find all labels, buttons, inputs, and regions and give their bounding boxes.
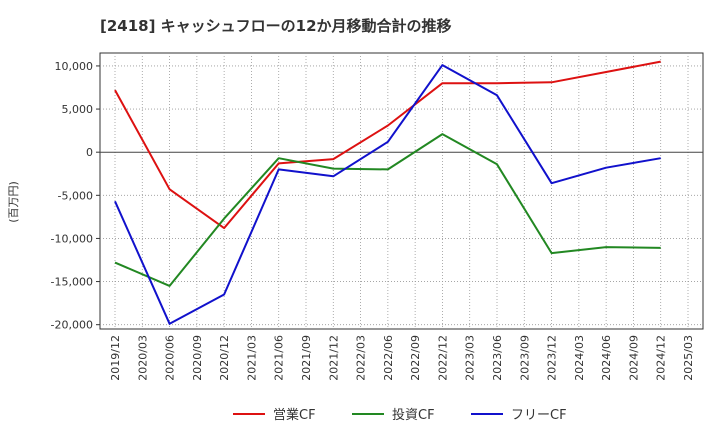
chart-title: [2418] キャッシュフローの12か月移動合計の推移 xyxy=(100,17,452,35)
x-tick-label: 2025/03 xyxy=(682,335,695,381)
x-tick-label: 2021/12 xyxy=(327,335,340,381)
x-tick-label: 2020/09 xyxy=(191,335,204,381)
x-tick-label: 2020/03 xyxy=(136,335,149,381)
y-tick-label: -10,000 xyxy=(51,232,93,245)
x-tick-label: 2020/12 xyxy=(218,335,231,381)
x-tick-label: 2023/03 xyxy=(464,335,477,381)
x-tick-label: 2024/03 xyxy=(573,335,586,381)
x-tick-label: 2023/06 xyxy=(491,335,504,381)
x-tick-label: 2022/06 xyxy=(382,335,395,381)
axis-layer: 2019/12 2020/03 2020/06 2020/09 2020/12 2021/… xyxy=(51,60,695,381)
x-tick-label: 2023/12 xyxy=(546,335,559,381)
x-tick-label: 2024/12 xyxy=(655,335,668,381)
y-tick-label: 0 xyxy=(86,146,93,159)
legend-label-0: 営業CF xyxy=(273,407,316,423)
series-layer xyxy=(114,60,661,325)
legend-label-1: 投資CF xyxy=(392,407,435,423)
x-tick-label: 2024/06 xyxy=(600,335,613,381)
x-tick-label: 2021/03 xyxy=(245,335,258,381)
series-line-2 xyxy=(114,64,661,325)
series-line-1 xyxy=(114,133,661,287)
x-tick-label: 2022/12 xyxy=(436,335,449,381)
y-axis-label: (百万円) xyxy=(7,181,20,223)
y-tick-label: -20,000 xyxy=(51,319,93,332)
y-tick-label: -15,000 xyxy=(51,276,93,289)
x-tick-label: 2021/09 xyxy=(300,335,313,381)
x-tick-label: 2020/06 xyxy=(164,335,177,381)
plot-area xyxy=(99,52,704,330)
grid-layer xyxy=(100,53,703,329)
x-tick-label: 2019/12 xyxy=(109,335,122,381)
legend: 営業CF 投資CF フリーCF xyxy=(233,407,567,423)
y-tick-label: -5,000 xyxy=(58,189,93,202)
series-line-0 xyxy=(114,60,661,230)
x-tick-label: 2021/06 xyxy=(273,335,286,381)
x-tick-label: 2023/09 xyxy=(518,335,531,381)
x-tick-label: 2022/09 xyxy=(409,335,422,381)
y-tick-label: 10,000 xyxy=(55,60,94,73)
legend-label-2: フリーCF xyxy=(511,408,567,423)
y-tick-label: 5,000 xyxy=(62,103,94,116)
x-tick-label: 2022/03 xyxy=(355,335,368,381)
x-tick-label: 2024/09 xyxy=(627,335,640,381)
